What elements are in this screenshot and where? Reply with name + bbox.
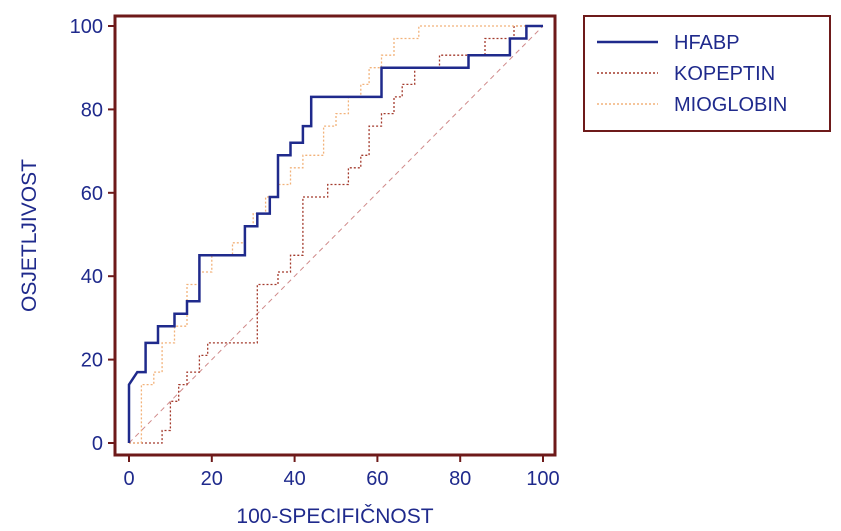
legend-label-mioglobin: MIOGLOBIN [674,94,787,116]
y-tick-label: 40 [81,266,103,288]
plot-frame [113,14,557,457]
y-tick-label: 0 [92,433,103,455]
x-tick-label: 80 [449,468,471,490]
x-tick-label: 0 [123,468,134,490]
y-axis-label: OSJETLJIVOST [18,159,41,312]
x-tick-label: 20 [201,468,223,490]
x-tick-label: 100 [526,468,559,490]
plot-area [113,14,557,457]
x-tick-label: 40 [283,468,305,490]
x-axis-label: 100-SPECIFIČNOST [236,505,433,528]
series-line-mioglobin [129,25,543,444]
axis-ticks: 0 20 40 60 80 100 0 20 40 60 80 100 [70,16,560,490]
legend-label-hfabp: HFABP [674,32,740,54]
y-tick-label: 80 [81,99,103,121]
series-line-hfabp [127,24,543,443]
legend: HFABP KOPEPTIN MIOGLOBIN [583,15,831,132]
y-tick-label: 20 [81,350,103,372]
legend-label-kopeptin: KOPEPTIN [674,63,775,85]
x-tick-label: 60 [366,468,388,490]
reference-diagonal [128,25,544,444]
y-tick-label: 100 [70,16,103,38]
y-tick-label: 60 [81,183,103,205]
